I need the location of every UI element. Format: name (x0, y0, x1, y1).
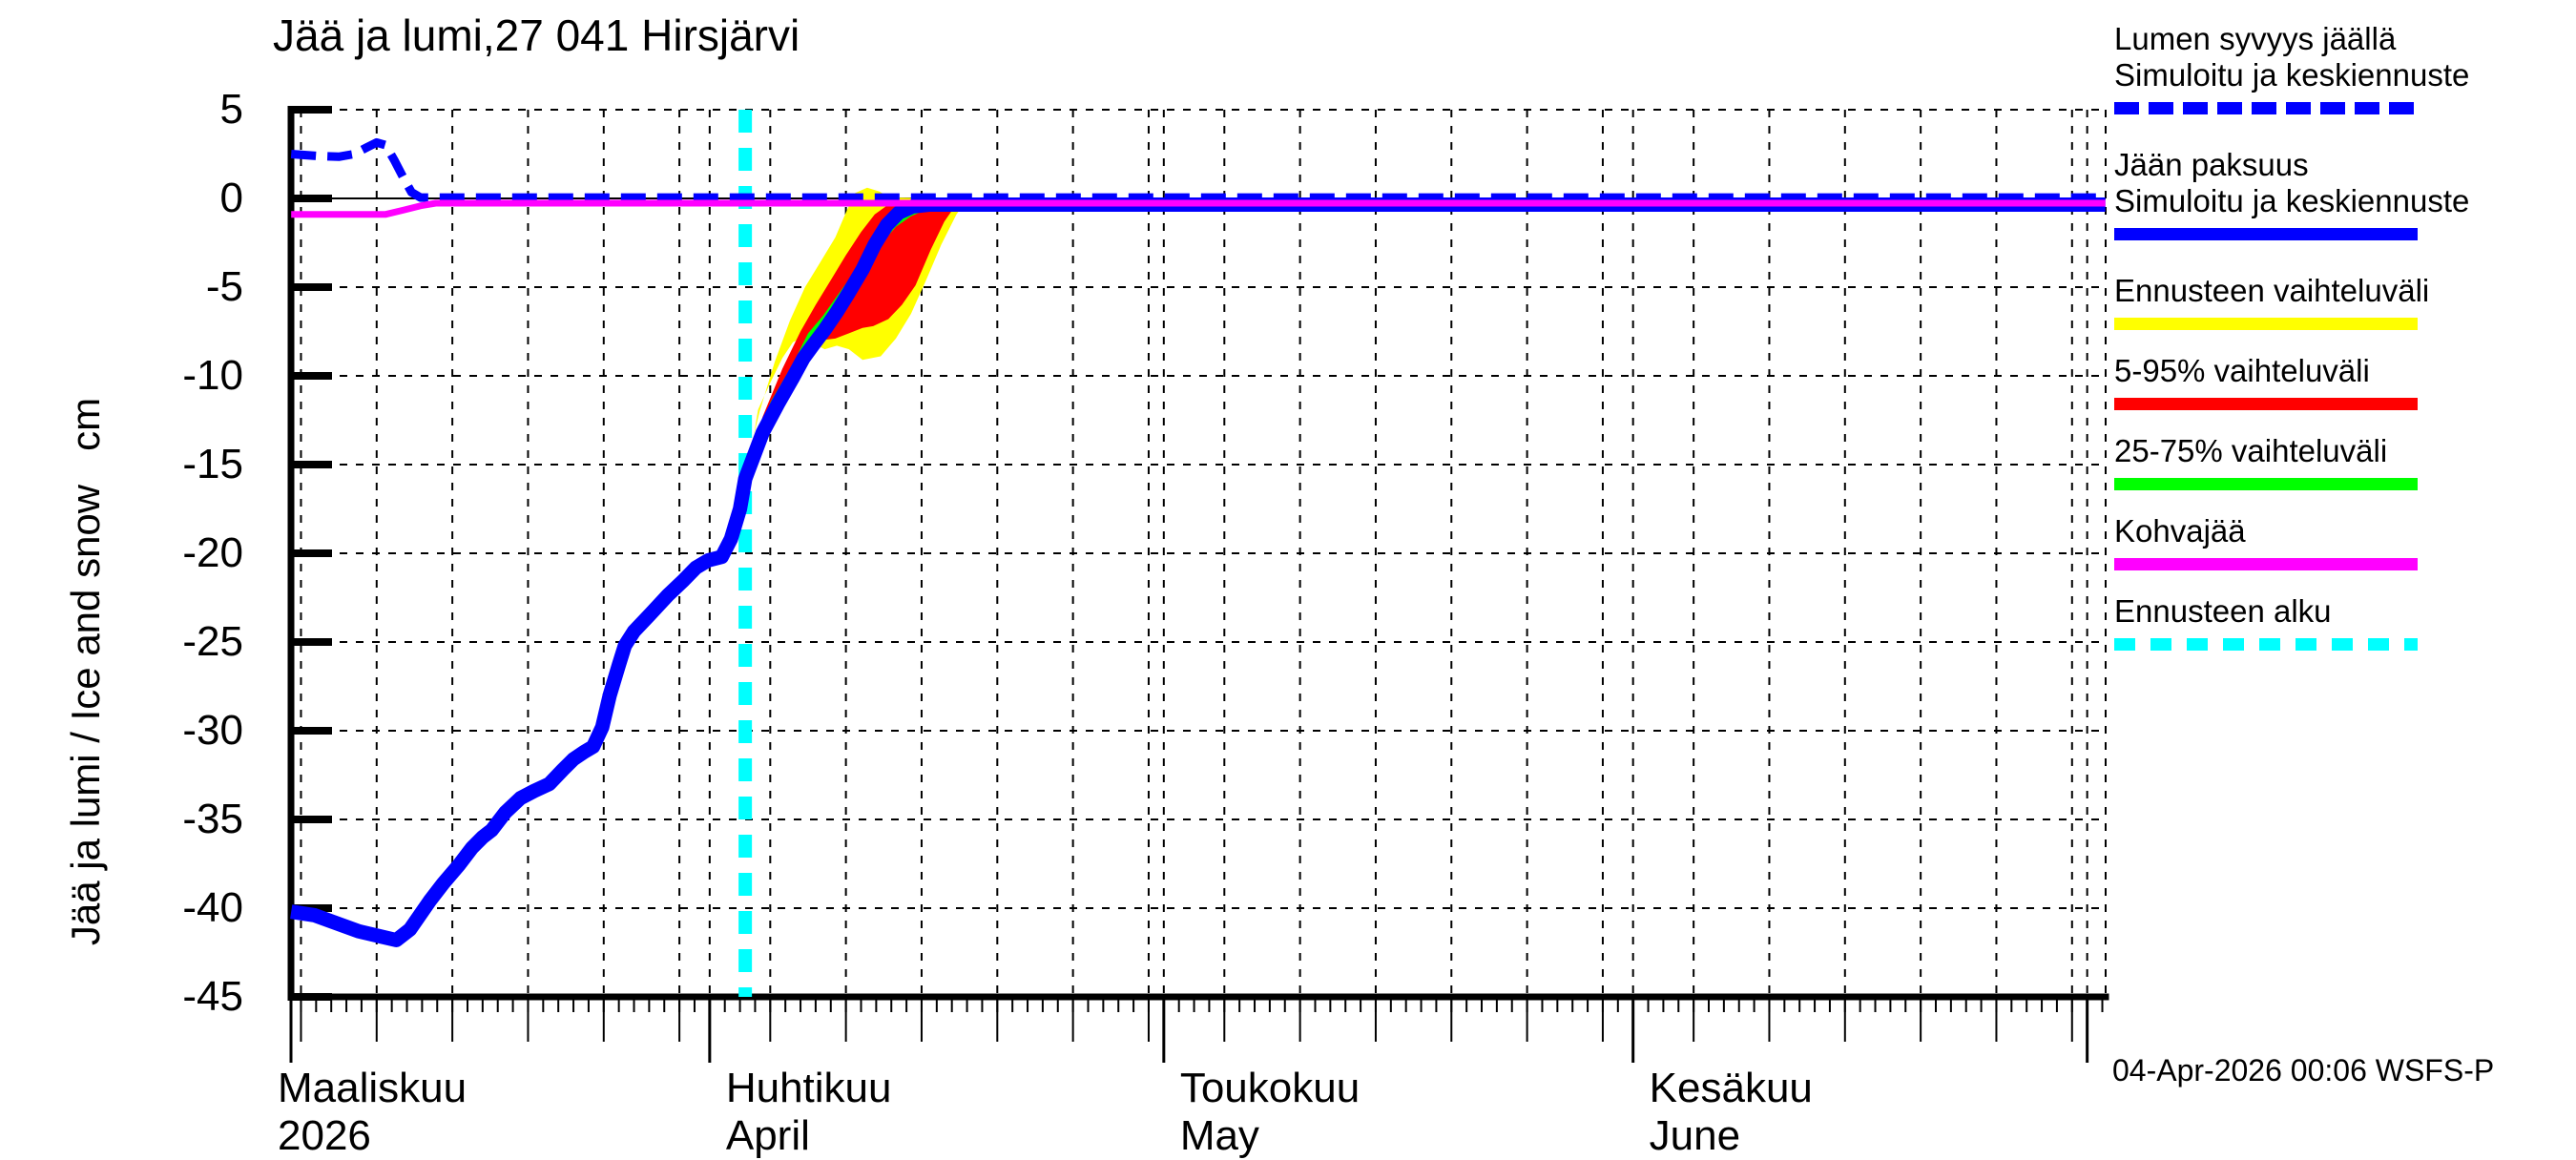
legend-label: Ennusteen alku (2114, 593, 2332, 629)
y-tick-label: -10 (182, 352, 243, 399)
legend-item-snow-depth: Lumen syvyys jäällä Simuloitu ja keskienn… (2114, 21, 2563, 114)
y-tick-label: -20 (182, 529, 243, 576)
month-label-line: May (1179, 1112, 1259, 1159)
month-label-line: Kesäkuu (1649, 1065, 1813, 1111)
x-axis-line (287, 993, 2109, 1001)
legend-line-sample-range-5-95 (2114, 398, 2418, 410)
y-tick (291, 195, 332, 202)
month-label-line: June (1649, 1112, 1741, 1159)
legend-label: Jään paksuus (2114, 147, 2309, 182)
y-tick (291, 372, 332, 380)
legend-item-range-25-75: 25-75% vaihteluväli (2114, 433, 2563, 490)
legend-item-kohvajaa: Kohvajää (2114, 513, 2563, 570)
y-tick-label: -25 (182, 618, 243, 665)
legend-item-range-5-95: 5-95% vaihteluväli (2114, 353, 2563, 410)
y-tick-label: -30 (182, 707, 243, 754)
y-tick-label: -15 (182, 441, 243, 487)
month-label-line: Maaliskuu (278, 1065, 467, 1111)
month-label-maaliskuu: Maaliskuu 2026 (278, 1065, 467, 1160)
legend-line-sample-range-25-75 (2114, 478, 2418, 490)
legend-label: Ennusteen vaihteluväli (2114, 273, 2430, 308)
y-tick (291, 283, 332, 291)
y-tick-label: -35 (182, 796, 243, 842)
legend-item-ice-thickness: Jään paksuus Simuloitu ja keskiennuste (2114, 147, 2563, 240)
y-tick (291, 106, 332, 114)
legend-item-forecast-range: Ennusteen vaihteluväli (2114, 273, 2563, 330)
band-5-95 (745, 199, 958, 483)
legend-line-sample-kohvajaa (2114, 558, 2418, 570)
y-axis-line (287, 106, 295, 1001)
legend-label: Simuloitu ja keskiennuste (2114, 57, 2470, 93)
y-tick (291, 727, 332, 735)
snow-line (290, 137, 2106, 202)
legend-label: Simuloitu ja keskiennuste (2114, 183, 2470, 218)
legend-label: Kohvajää (2114, 513, 2246, 549)
month-label-line: Toukokuu (1179, 1065, 1361, 1111)
y-tick-label: -5 (205, 263, 243, 310)
y-tick (291, 549, 332, 557)
legend-line-sample-snow-depth (2114, 102, 2418, 114)
month-label-kesäkuu: Kesäkuu June (1650, 1065, 1813, 1160)
legend: Lumen syvyys jäällä Simuloitu ja keskienn… (2114, 21, 2563, 673)
y-tick-label: 0 (219, 175, 243, 221)
month-label-line: April (725, 1112, 810, 1159)
y-tick (291, 461, 332, 468)
legend-item-forecast-start: Ennusteen alku (2114, 593, 2563, 651)
y-tick-label: -40 (182, 884, 243, 931)
legend-label: 25-75% vaihteluväli (2114, 433, 2388, 468)
legend-line-sample-ice-thickness (2114, 228, 2418, 240)
month-label-line: Huhtikuu (725, 1065, 892, 1111)
month-label-toukokuu: Toukokuu May (1180, 1065, 1360, 1160)
ice-line (290, 197, 2106, 947)
y-tick-label: 5 (219, 86, 243, 133)
legend-label: Lumen syvyys jäällä (2114, 21, 2397, 56)
kohvajaa-line (291, 199, 2106, 218)
page-title: Jää ja lumi,27 041 Hirsjärvi (273, 10, 800, 60)
y-tick (291, 816, 332, 823)
legend-line-sample-forecast-start (2114, 638, 2418, 651)
y-tick-label: -45 (182, 973, 243, 1020)
legend-label: 5-95% vaihteluväli (2114, 353, 2370, 388)
legend-line-sample-forecast-range (2114, 318, 2418, 330)
month-label-line: 2026 (278, 1112, 371, 1159)
month-label-huhtikuu: Huhtikuu April (726, 1065, 892, 1160)
y-tick (291, 638, 332, 646)
timestamp: 04-Apr-2026 00:06 WSFS-P (2112, 1053, 2495, 1088)
